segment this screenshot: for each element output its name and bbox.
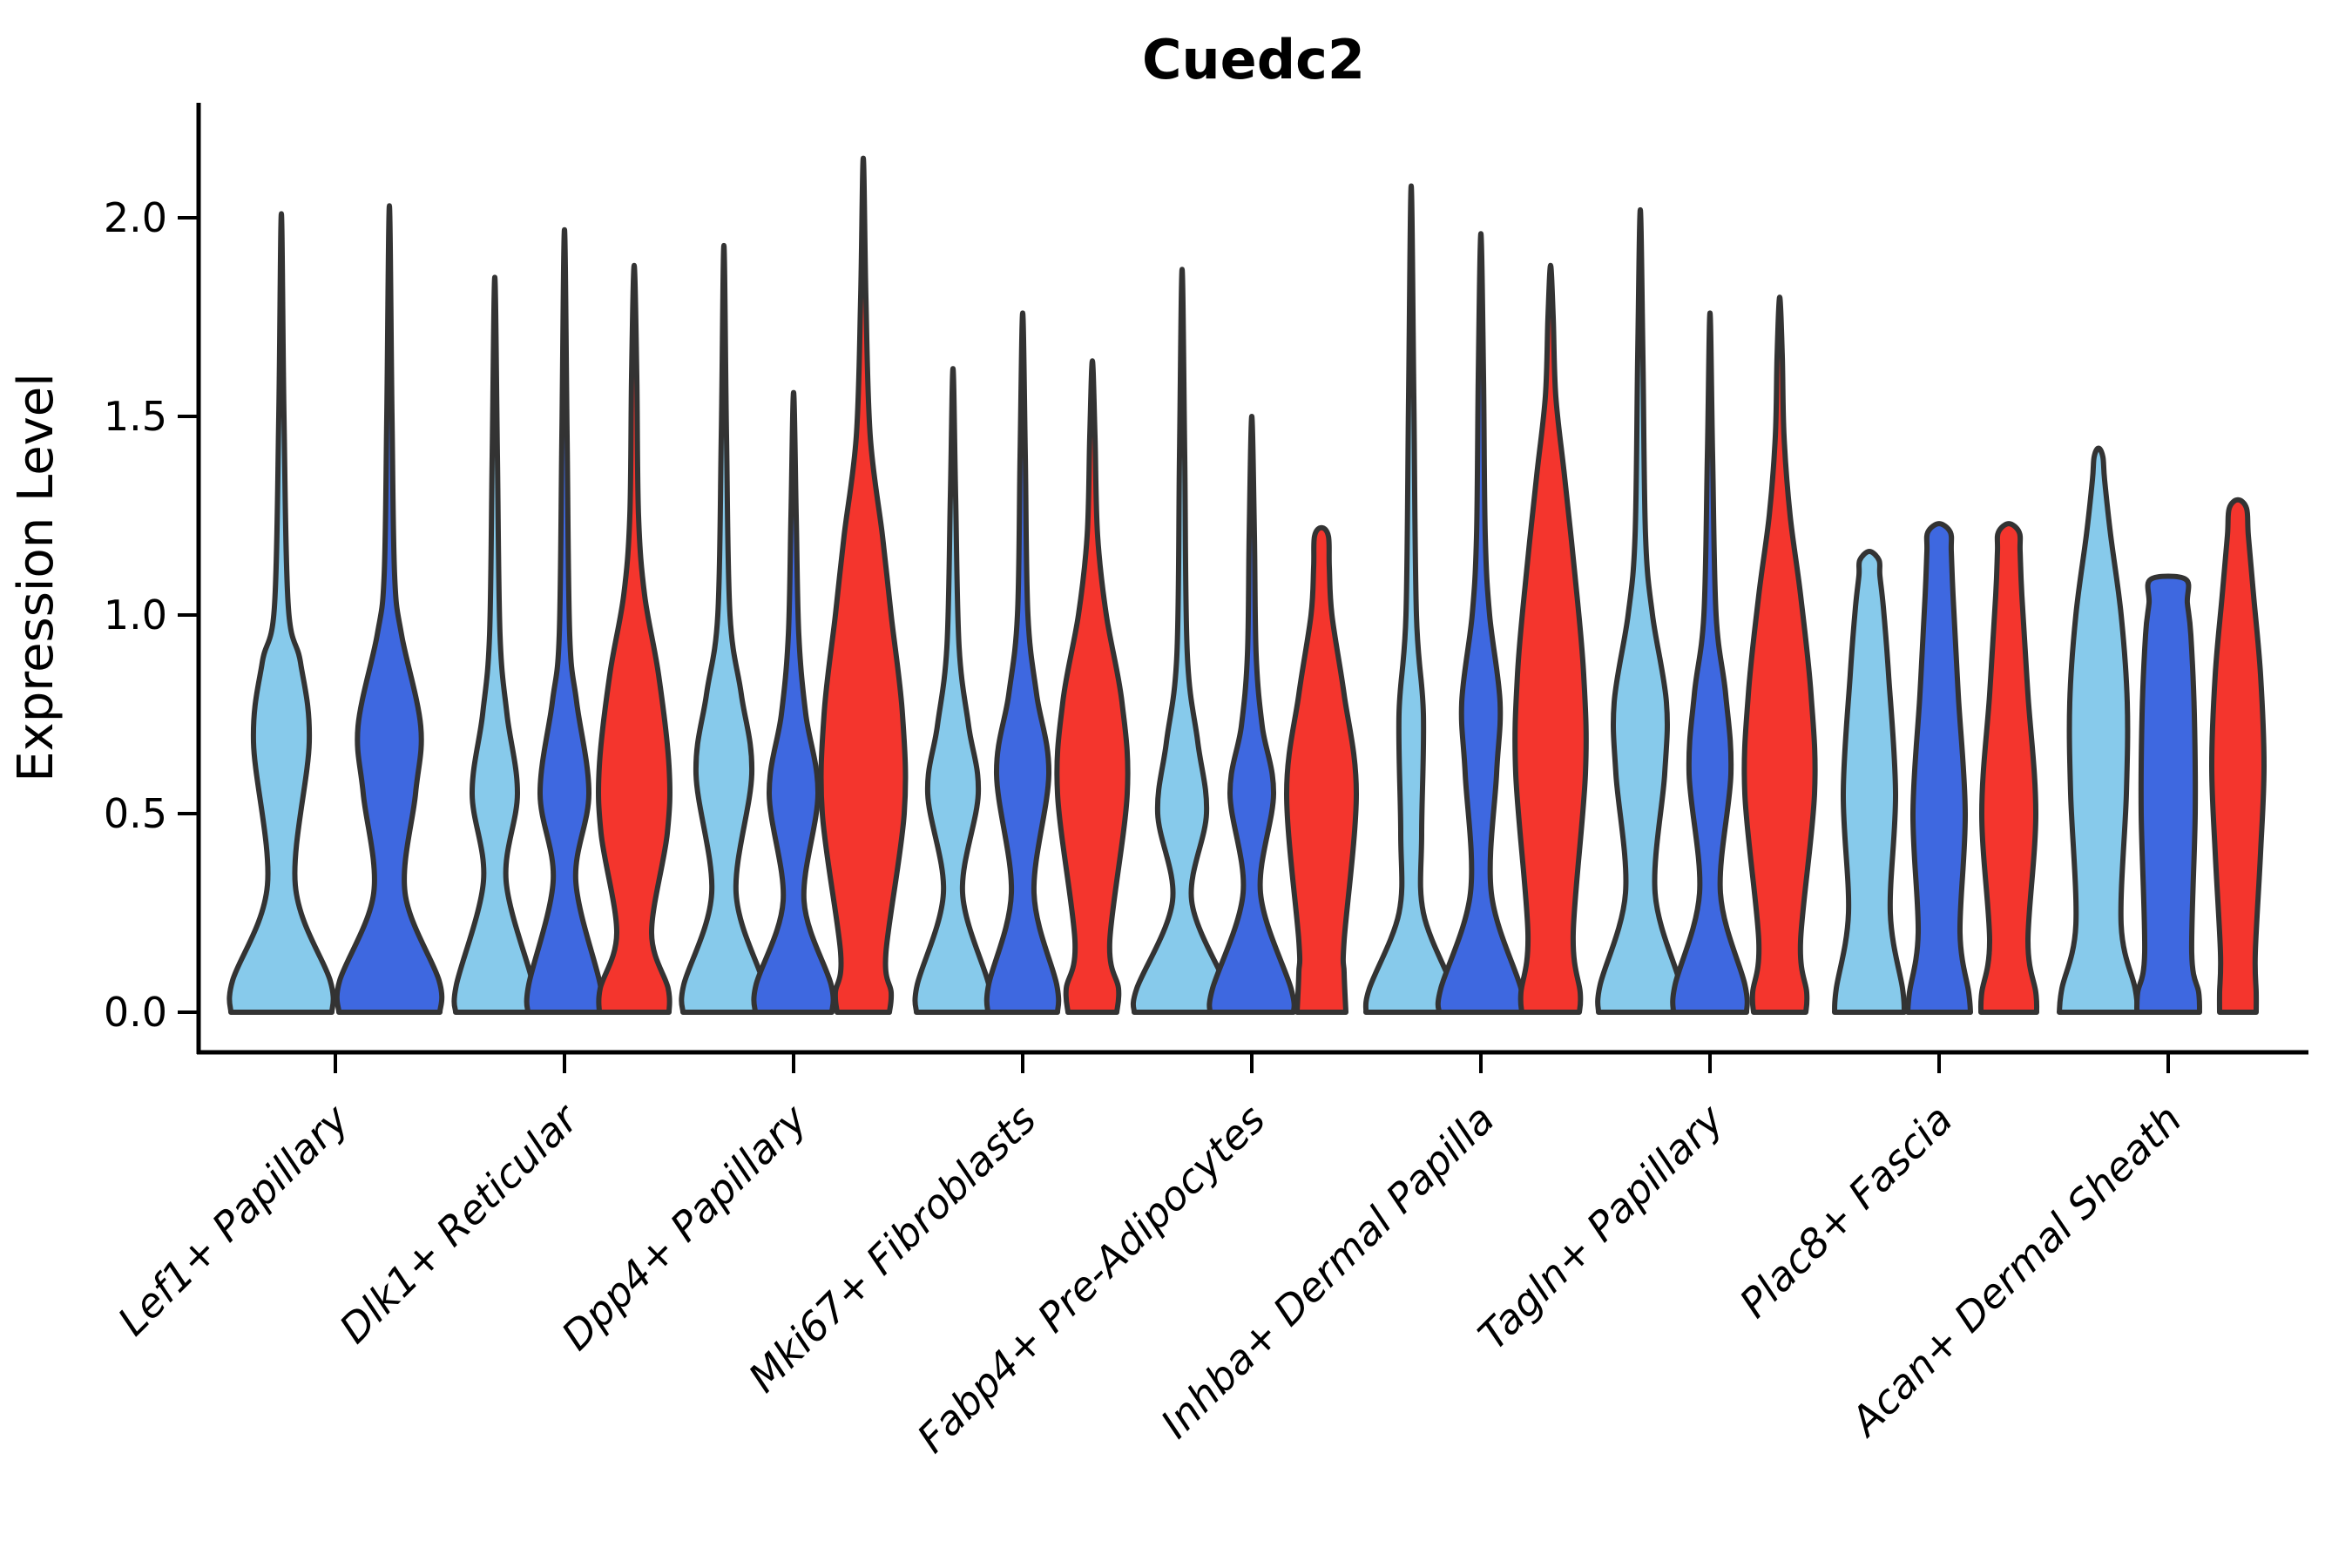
y-axis-ticks: 2.0 1.5 1.0 0.5 0.0 [104,194,199,1036]
y-tick-label: 0.0 [104,989,167,1036]
y-axis-label: Expression Level [8,373,64,782]
violin-fabp4-pre-adipocytes-light_blue [1130,267,1234,1015]
violin-fabp4-pre-adipocytes-dark_blue [1206,414,1297,1015]
x-tick-label: Lef1+ Papillary [109,1095,358,1344]
violin-inhba-dermal-papilla-red [1512,262,1589,1015]
violin-plac8-fascia-dark_blue [1905,521,1973,1015]
violin-fabp4-pre-adipocytes-red [1284,524,1359,1015]
violin-lef1-papillary-dark_blue [334,203,445,1015]
violin-acan-dermal-sheath-dark_blue [2134,573,2202,1015]
violin-plac8-fascia-light_blue [1832,549,1907,1015]
violin-dpp4-papillary-dark_blue [751,389,836,1015]
violin-inhba-dermal-papilla-dark_blue [1435,231,1527,1015]
chart-title: Cuedc2 [1142,28,1365,91]
violin-mki67-fibroblasts-red [1054,358,1131,1015]
x-tick-label: Dlk1+ Reticular [330,1093,589,1352]
violin-shapes [226,155,2267,1015]
y-tick-label: 1.5 [104,393,167,440]
violin-mki67-fibroblasts-dark_blue [983,310,1062,1015]
violin-acan-dermal-sheath-light_blue [2057,445,2140,1015]
violin-lef1-papillary-light_blue [226,211,336,1015]
violin-tagln-papillary-dark_blue [1670,310,1750,1015]
y-tick-label: 0.5 [104,790,167,837]
axes-spines [196,103,2308,1055]
violin-dpp4-papillary-light_blue [679,242,769,1015]
violin-tagln-papillary-light_blue [1595,206,1686,1015]
violin-tagln-papillary-red [1741,294,1818,1015]
y-tick-label: 1.0 [104,591,167,639]
y-tick-label: 2.0 [104,194,167,241]
violin-mki67-fibroblasts-light_blue [912,366,994,1015]
violin-inhba-dermal-papilla-light_blue [1362,183,1460,1015]
violin-dpp4-papillary-red [818,155,909,1015]
violin-acan-dermal-sheath-red [2209,497,2267,1015]
x-tick-label: Dpp4+ Papillary [552,1095,816,1359]
violin-plac8-fascia-red [1977,521,2040,1015]
violin-dlk1-reticular-red [596,262,672,1015]
x-tick-label: Tagln+ Papillary [1469,1095,1733,1359]
x-tick-label: Plac8+ Fascia [1730,1096,1961,1327]
violin-dlk1-reticular-dark_blue [524,226,605,1015]
violin-dlk1-reticular-light_blue [451,274,538,1015]
